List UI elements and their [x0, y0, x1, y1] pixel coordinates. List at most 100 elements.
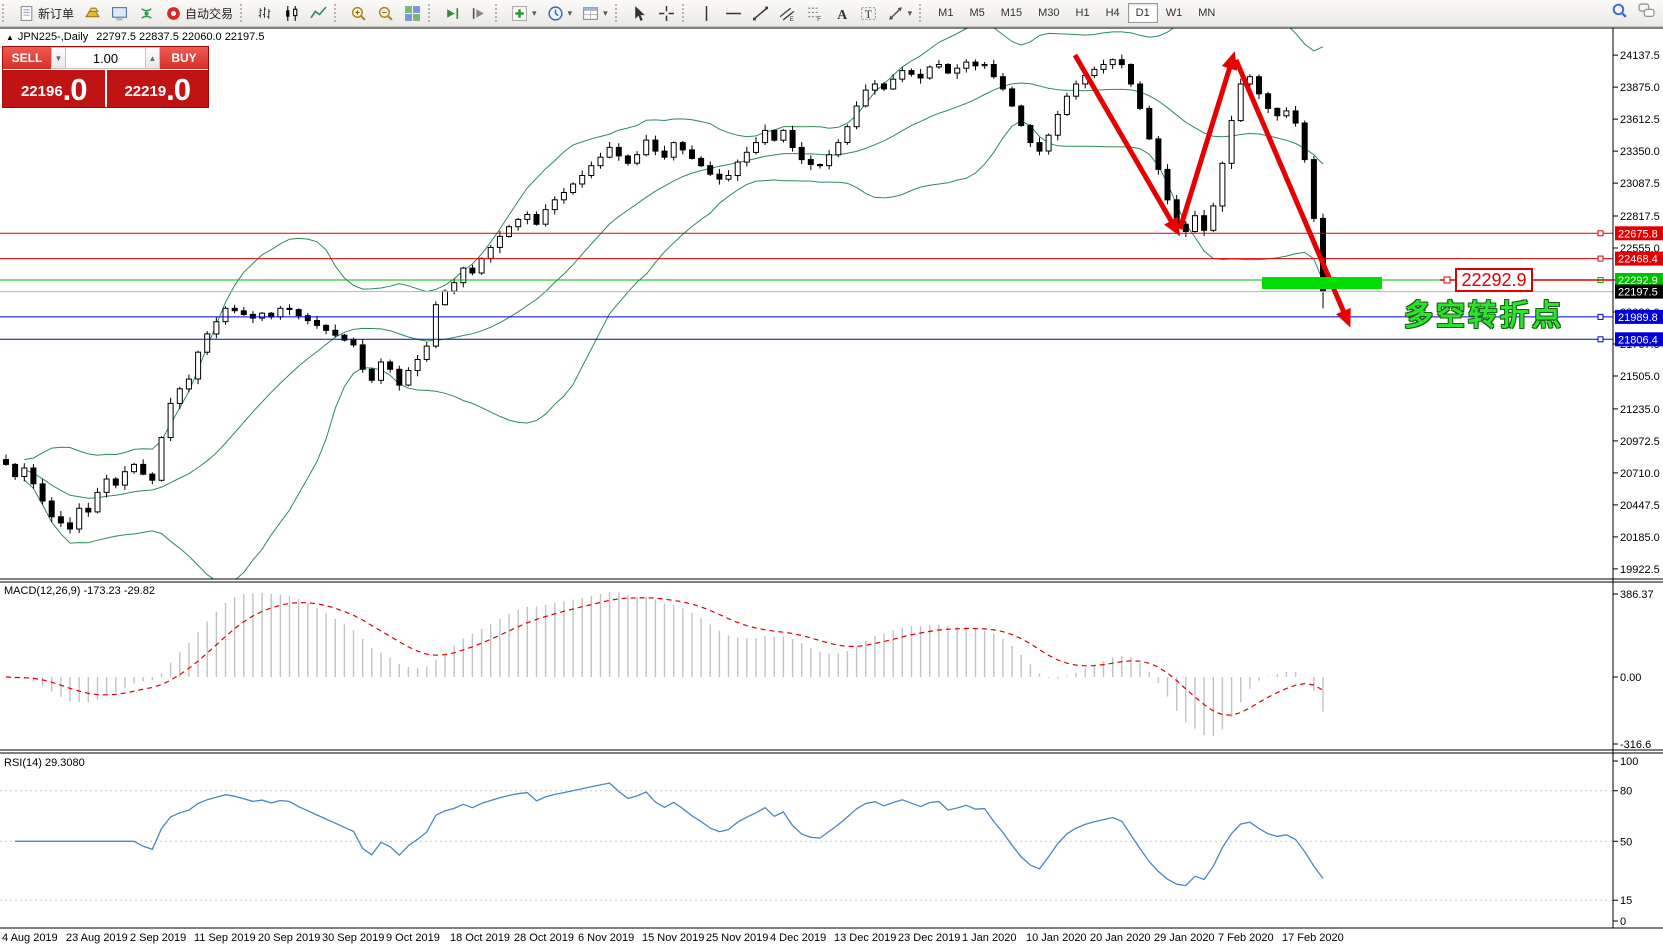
svg-text:17 Feb 2020: 17 Feb 2020 [1282, 932, 1344, 944]
periods-button[interactable]: ▾ [543, 3, 577, 24]
svg-text:20 Jan 2020: 20 Jan 2020 [1090, 932, 1151, 944]
tile-windows-button[interactable] [400, 3, 425, 24]
indicators-icon [511, 5, 528, 22]
svg-text:100: 100 [1620, 756, 1638, 768]
text-button[interactable]: A [829, 3, 854, 24]
timeframe-M1[interactable]: M1 [938, 7, 954, 19]
horizontal-line-21806.4[interactable] [0, 336, 1613, 343]
horizontal-line-icon [725, 5, 742, 22]
callout-connector [1440, 276, 1613, 284]
search-icon[interactable] [1611, 2, 1628, 24]
vertical-line-button[interactable] [694, 3, 719, 24]
svg-text:20710.0: 20710.0 [1620, 468, 1660, 480]
bar-chart-icon [256, 5, 273, 22]
toolbar-grip [428, 4, 437, 22]
auto-trading-button[interactable]: 自动交易 [161, 3, 237, 24]
sell-button[interactable]: SELL [3, 47, 51, 69]
svg-text:23875.0: 23875.0 [1620, 82, 1660, 94]
templates-button[interactable]: ▾ [578, 3, 612, 24]
svg-text:6 Nov 2019: 6 Nov 2019 [578, 932, 634, 944]
zoom-in-button[interactable] [346, 3, 371, 24]
new-order-button[interactable]: 新订单 [14, 3, 78, 24]
equidistant-channel-button[interactable]: E [775, 3, 800, 24]
toolbar-grip [2, 4, 11, 22]
fibonacci-button[interactable]: F [802, 3, 827, 24]
bollinger-bands [23, 28, 1324, 579]
timeframe-W1[interactable]: W1 [1165, 7, 1183, 19]
arrows-button[interactable]: ▾ [883, 3, 917, 24]
cursor-button[interactable] [627, 3, 652, 24]
timeframe-M5[interactable]: M5 [969, 7, 985, 19]
toolbar-grip [614, 4, 624, 22]
candlestick-button[interactable] [279, 3, 304, 24]
volume-increase-button[interactable]: ▲ [145, 47, 160, 69]
svg-text:15: 15 [1620, 895, 1632, 907]
line-chart-button[interactable] [306, 3, 331, 24]
text-label-icon: T [860, 5, 877, 22]
timeframe-D1[interactable]: D1 [1127, 3, 1158, 23]
horizontal-line-22675.8[interactable] [0, 230, 1613, 237]
green-highlight-rectangle[interactable] [1262, 277, 1382, 289]
crosshair-button[interactable] [654, 3, 679, 24]
timeframe-H4[interactable]: H4 [1105, 7, 1120, 19]
svg-text:80: 80 [1620, 786, 1632, 798]
buy-price-button[interactable]: 22219.0 [106, 70, 208, 107]
volume-input[interactable]: 1.00 [66, 47, 145, 69]
svg-text:4 Aug 2019: 4 Aug 2019 [2, 932, 58, 944]
toolbar-right [1611, 2, 1663, 24]
chinese-annotation-text[interactable]: 多空转折点 [1404, 300, 1565, 332]
rsi-axis: 100 80 50 15 0 [1613, 756, 1638, 928]
dropdown-caret-icon[interactable]: ▾ [532, 7, 537, 18]
indicators-button[interactable]: ▾ [507, 3, 541, 24]
text-label-button[interactable]: T [856, 3, 881, 24]
chart-shift-button[interactable] [467, 3, 492, 24]
bar-chart-button[interactable] [252, 3, 277, 24]
horizontal-line-22468.4[interactable] [0, 255, 1613, 262]
dropdown-caret-icon[interactable]: ▾ [907, 7, 913, 18]
sell-price-button[interactable]: 22196.0 [3, 70, 107, 107]
horizontal-line-button[interactable] [721, 3, 746, 24]
timeframe-MN[interactable]: MN [1198, 7, 1216, 19]
collapse-triangle-icon[interactable]: ▲ [6, 33, 14, 42]
price-callout-label[interactable]: 22292.9 [1455, 268, 1533, 292]
timeframe-M15[interactable]: M15 [1000, 7, 1023, 19]
svg-text:11 Sep 2019: 11 Sep 2019 [194, 932, 256, 944]
ohlc-values: 22797.5 22837.5 22060.0 22197.5 [96, 31, 265, 43]
price-badge-22197.5: 22197.5 [1615, 284, 1663, 299]
volume-decrease-button[interactable]: ▼ [51, 47, 66, 69]
fibonacci-icon: F [806, 5, 823, 22]
toolbar-grip [240, 4, 249, 22]
auto-scroll-button[interactable] [440, 3, 465, 24]
chart-title: ▲ JPN225-,Daily 22797.5 22837.5 22060.0 22… [6, 31, 264, 43]
candles [3, 54, 1326, 534]
timeframe-M30[interactable]: M30 [1038, 7, 1060, 19]
toolbar-group-insert: ▾ ▾ ▾ [506, 0, 613, 26]
zoom-out-button[interactable] [373, 3, 398, 24]
chat-icon[interactable] [1638, 2, 1655, 24]
terminal-button[interactable] [107, 3, 132, 24]
dropdown-caret-icon[interactable]: ▾ [567, 7, 573, 18]
trend-line-button[interactable] [748, 3, 773, 24]
signal-button[interactable] [134, 3, 159, 24]
timeframe-group: M1 M5 M15 M30 H1 H4 D1 W1 MN [930, 0, 1223, 26]
svg-text:22292.9: 22292.9 [1618, 275, 1658, 287]
buy-button[interactable]: BUY [160, 47, 208, 69]
text-icon: A [833, 5, 850, 22]
periods-icon [547, 5, 564, 22]
gold-button[interactable] [80, 3, 105, 24]
horizontal-line-21989.8[interactable] [0, 313, 1613, 320]
symbol-period-label: JPN225-,Daily [17, 31, 89, 43]
chart-shift-icon [471, 5, 488, 22]
svg-text:50: 50 [1620, 836, 1632, 848]
svg-text:21806.4: 21806.4 [1618, 334, 1658, 346]
svg-text:T: T [864, 7, 871, 20]
svg-text:25 Nov 2019: 25 Nov 2019 [706, 932, 768, 944]
timeframe-H1[interactable]: H1 [1075, 7, 1090, 19]
svg-text:21505.0: 21505.0 [1620, 371, 1660, 383]
toolbar-group-draw: E F A T ▾ [693, 0, 918, 26]
svg-text:23 Dec 2019: 23 Dec 2019 [898, 932, 960, 944]
dropdown-caret-icon[interactable]: ▾ [603, 7, 608, 18]
rsi-line [15, 782, 1324, 887]
